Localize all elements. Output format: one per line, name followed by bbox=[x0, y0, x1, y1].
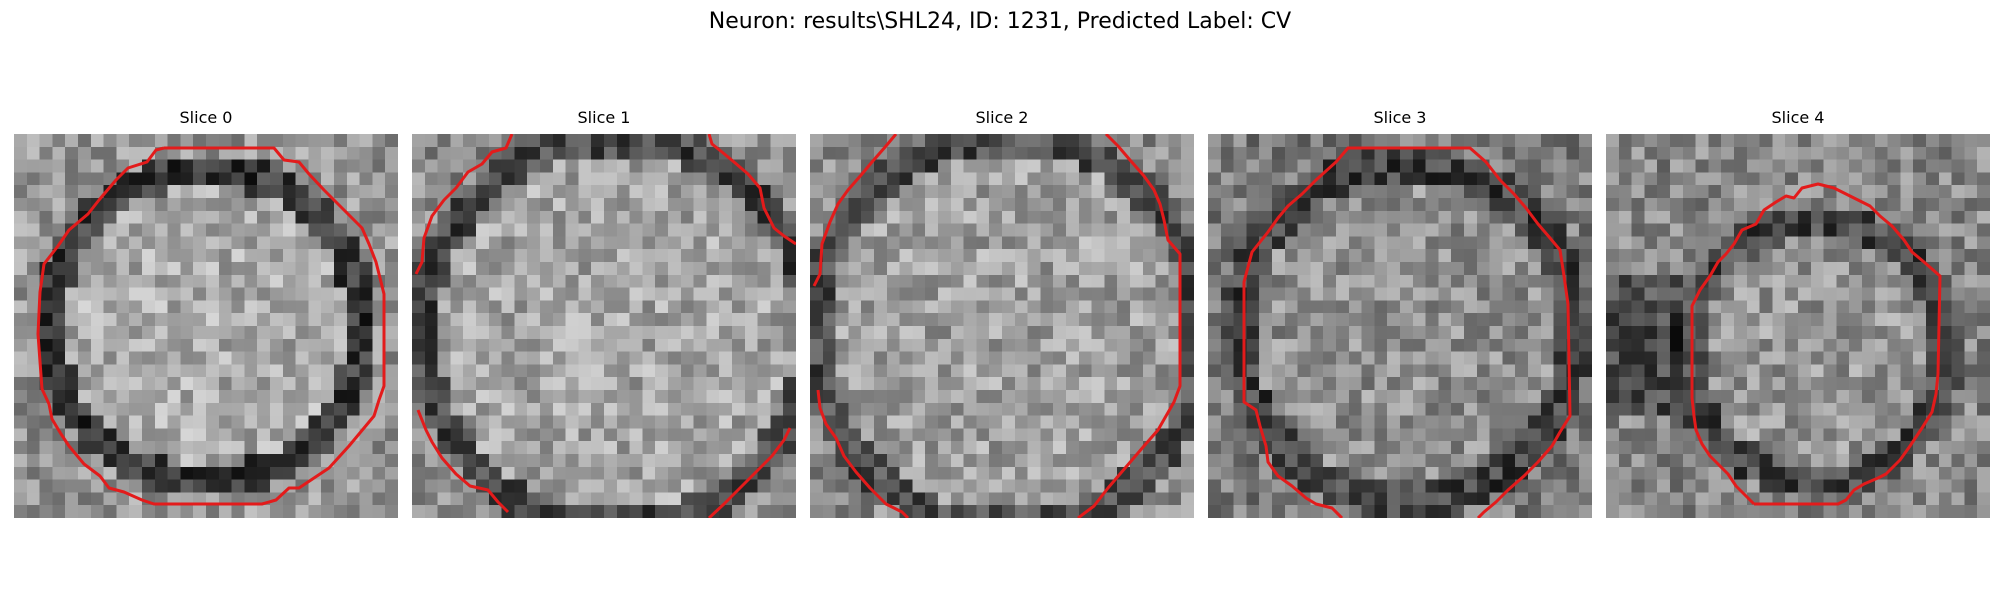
contour-line bbox=[1242, 146, 1572, 518]
cell-contour bbox=[414, 134, 796, 518]
contour-line bbox=[1077, 134, 1182, 518]
contour-line bbox=[707, 134, 796, 246]
slice-title: Slice 2 bbox=[975, 108, 1029, 127]
contour-line bbox=[414, 134, 514, 275]
slice-panel-1: Slice 1 bbox=[412, 108, 796, 518]
slice-panel-3: Slice 3 bbox=[1208, 108, 1592, 518]
contour-line bbox=[36, 146, 386, 506]
slice-title: Slice 1 bbox=[577, 108, 631, 127]
contour-line bbox=[812, 134, 898, 287]
slice-title: Slice 4 bbox=[1771, 108, 1825, 127]
slice-image bbox=[412, 134, 796, 518]
slice-image bbox=[810, 134, 1194, 518]
slice-panel-0: Slice 0 bbox=[14, 108, 398, 518]
contour-line bbox=[1690, 182, 1942, 506]
cell-contour bbox=[1242, 146, 1572, 518]
cell-contour bbox=[36, 146, 386, 506]
contour-line bbox=[707, 427, 792, 518]
slice-image bbox=[1208, 134, 1592, 518]
cell-contour bbox=[1690, 182, 1942, 506]
slice-panel-4: Slice 4 bbox=[1606, 108, 1990, 518]
slice-image bbox=[1606, 134, 1990, 518]
slice-image bbox=[14, 134, 398, 518]
cell-contour bbox=[812, 134, 1182, 518]
contour-line bbox=[816, 389, 910, 518]
contour-line bbox=[416, 409, 510, 514]
grayscale-patch bbox=[412, 134, 796, 518]
slice-panel-2: Slice 2 bbox=[810, 108, 1194, 518]
grayscale-patch bbox=[810, 134, 1194, 518]
figure-title: Neuron: results\SHL24, ID: 1231, Predict… bbox=[708, 9, 1292, 34]
grayscale-patch bbox=[1606, 134, 1990, 518]
slice-title: Slice 0 bbox=[179, 108, 233, 127]
slice-title: Slice 3 bbox=[1373, 108, 1427, 127]
grayscale-patch bbox=[1208, 134, 1592, 518]
